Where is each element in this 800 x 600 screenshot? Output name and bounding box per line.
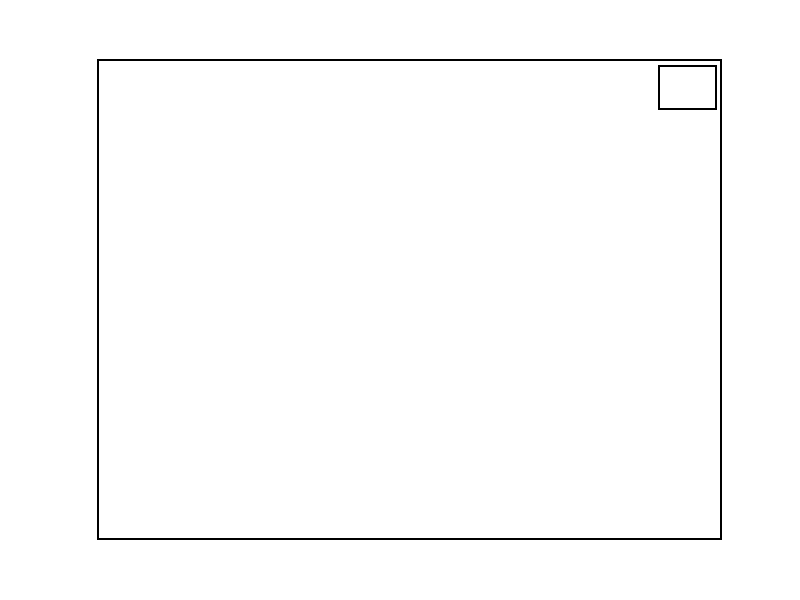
plot-area [97,59,722,540]
legend-swatch-fp-icon [669,91,697,102]
legend [658,65,717,110]
legend-item-tp [669,73,706,84]
legend-item-fp [669,91,706,102]
legend-swatch-tp-icon [669,73,697,84]
axis-ticks-layer [99,61,720,538]
